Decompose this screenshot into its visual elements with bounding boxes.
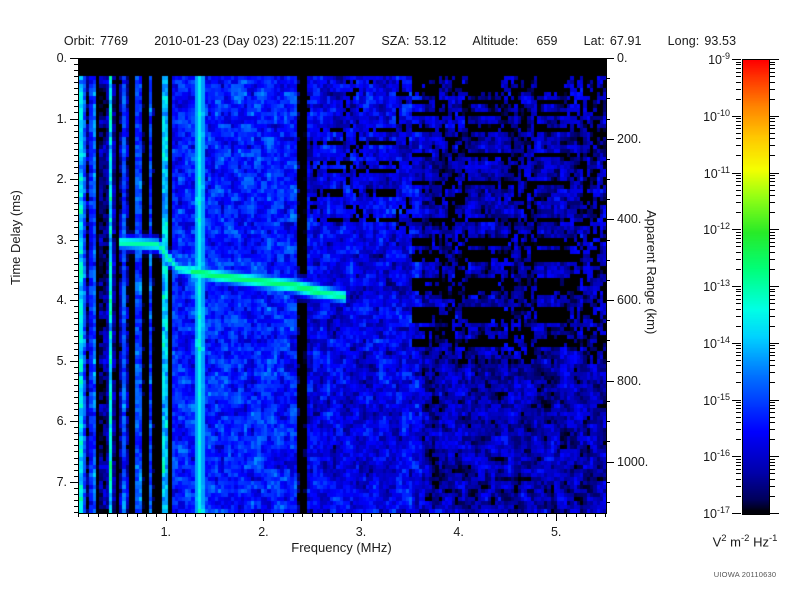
longitude-value: 93.53 bbox=[704, 34, 737, 48]
x-tick-label: 5. bbox=[550, 525, 562, 539]
latitude-value: 67.91 bbox=[609, 34, 642, 48]
y-tick-label: 6. bbox=[56, 414, 67, 429]
colorbar-tick-label: 10-15 bbox=[703, 391, 730, 408]
colorbar-tick-label: 10-10 bbox=[703, 107, 730, 124]
colorbar-tick-label: 10-11 bbox=[703, 164, 730, 181]
colorbar-tick-label: 10-9 bbox=[708, 50, 730, 68]
colorbar-gradient bbox=[743, 60, 769, 514]
y-tick-label: 7. bbox=[56, 474, 67, 489]
colorbar-tick-label: 10-12 bbox=[703, 221, 730, 238]
y2-tick-label: 800. bbox=[617, 373, 642, 388]
y2-tick-label: 400. bbox=[617, 212, 642, 227]
orbit-value: 7769 bbox=[100, 34, 129, 48]
colorbar bbox=[742, 59, 770, 515]
sza-field: SZA: 53.12 bbox=[381, 34, 446, 48]
y-tick-label: 0. bbox=[56, 51, 67, 65]
y2-tick-label: 600. bbox=[617, 293, 642, 308]
sza-value: 53.12 bbox=[414, 34, 447, 48]
orbit-label: Orbit: bbox=[63, 34, 95, 48]
colorbar-unit-label: V2 m-2 Hz-1 bbox=[712, 533, 778, 550]
y-axis-title: Time Delay (ms) bbox=[8, 190, 23, 285]
spectrogram-image bbox=[79, 59, 606, 513]
sza-label: SZA: bbox=[381, 34, 410, 48]
y-tick-label: 1. bbox=[56, 111, 67, 126]
x-tick-label: 4. bbox=[453, 525, 464, 539]
x-tick-label: 3. bbox=[355, 525, 367, 539]
y-tick-label: 4. bbox=[56, 293, 67, 308]
spectrogram-plot-area bbox=[78, 58, 607, 514]
y2-tick-label: 0. bbox=[617, 51, 628, 65]
y2-axis-title: Apparent Range (km) bbox=[644, 210, 659, 335]
colorbar-tick-label: 10-16 bbox=[703, 448, 730, 465]
y-tick-label: 5. bbox=[56, 353, 67, 368]
altitude-label: Altitude: bbox=[472, 34, 519, 48]
longitude-field: Long: 93.53 bbox=[668, 34, 737, 48]
colorbar-tick-label: 10-14 bbox=[703, 334, 730, 351]
longitude-label: Long: bbox=[667, 34, 700, 48]
orbit-field: Orbit: 7769 bbox=[64, 34, 128, 48]
metadata-header: Orbit: 7769 2010-01-23 (Day 023) 22:15:11… bbox=[0, 32, 800, 50]
altitude-value: 659 bbox=[536, 34, 558, 48]
x-tick-label: 2. bbox=[258, 525, 269, 539]
colorbar-tick-label: 10-13 bbox=[703, 277, 730, 295]
x-tick-label: 1. bbox=[160, 525, 172, 539]
y2-tick-label: 1000. bbox=[617, 454, 649, 469]
observation-datetime: 2010-01-23 (Day 023) 22:15:11.207 bbox=[154, 34, 356, 48]
y2-tick-label: 200. bbox=[617, 131, 642, 146]
altitude-field: Altitude: 659 bbox=[472, 34, 557, 48]
latitude-label: Lat: bbox=[583, 34, 605, 48]
credit-label: UIOWA 20110630 bbox=[713, 570, 777, 579]
colorbar-tick-label: 10-17 bbox=[703, 504, 730, 522]
y-tick-label: 2. bbox=[56, 172, 67, 187]
latitude-field: Lat: 67.91 bbox=[584, 34, 642, 48]
x-axis-title: Frequency (MHz) bbox=[291, 540, 392, 555]
y-tick-label: 3. bbox=[56, 232, 67, 247]
